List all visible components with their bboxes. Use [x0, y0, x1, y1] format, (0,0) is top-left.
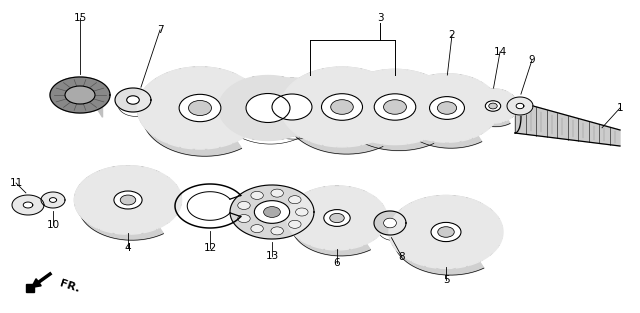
- Ellipse shape: [264, 207, 280, 218]
- Polygon shape: [468, 89, 510, 127]
- Polygon shape: [468, 89, 518, 123]
- Text: 9: 9: [529, 55, 535, 65]
- Ellipse shape: [114, 191, 142, 209]
- Ellipse shape: [383, 100, 406, 114]
- Ellipse shape: [374, 94, 416, 120]
- Ellipse shape: [330, 213, 344, 223]
- Polygon shape: [280, 67, 383, 154]
- Text: 13: 13: [266, 251, 278, 261]
- Text: 1: 1: [617, 103, 623, 113]
- Text: 3: 3: [377, 13, 383, 23]
- Text: 15: 15: [74, 13, 86, 23]
- Polygon shape: [138, 67, 242, 156]
- Polygon shape: [50, 77, 110, 113]
- Polygon shape: [336, 69, 454, 145]
- Polygon shape: [138, 67, 262, 149]
- Ellipse shape: [438, 227, 454, 237]
- Polygon shape: [12, 195, 44, 215]
- Polygon shape: [114, 191, 142, 209]
- Polygon shape: [516, 103, 524, 109]
- Ellipse shape: [289, 220, 301, 228]
- Ellipse shape: [321, 94, 362, 120]
- Polygon shape: [336, 69, 434, 151]
- Polygon shape: [389, 196, 503, 269]
- Polygon shape: [374, 211, 406, 235]
- Ellipse shape: [251, 191, 263, 199]
- Ellipse shape: [271, 227, 284, 235]
- Polygon shape: [485, 101, 500, 111]
- Polygon shape: [179, 94, 221, 122]
- Polygon shape: [515, 101, 620, 146]
- Text: 10: 10: [47, 220, 60, 230]
- Text: 8: 8: [399, 252, 405, 262]
- Ellipse shape: [489, 103, 497, 109]
- Ellipse shape: [179, 94, 221, 122]
- Ellipse shape: [383, 218, 396, 228]
- Polygon shape: [287, 186, 371, 256]
- Polygon shape: [246, 94, 290, 122]
- Ellipse shape: [254, 201, 290, 223]
- Polygon shape: [74, 166, 163, 240]
- Polygon shape: [429, 97, 465, 119]
- Polygon shape: [230, 185, 314, 239]
- Polygon shape: [507, 97, 533, 115]
- Polygon shape: [49, 198, 56, 203]
- Ellipse shape: [127, 96, 140, 104]
- Polygon shape: [374, 94, 416, 120]
- Ellipse shape: [251, 225, 263, 233]
- Polygon shape: [41, 192, 65, 208]
- Ellipse shape: [289, 196, 301, 204]
- Text: 7: 7: [157, 25, 163, 35]
- Polygon shape: [287, 186, 387, 250]
- Polygon shape: [272, 94, 312, 120]
- Ellipse shape: [237, 202, 250, 209]
- Polygon shape: [247, 78, 337, 136]
- Text: 2: 2: [449, 30, 455, 40]
- Polygon shape: [395, 74, 482, 148]
- Text: 14: 14: [493, 47, 507, 57]
- Ellipse shape: [331, 100, 353, 114]
- Ellipse shape: [437, 102, 456, 114]
- Polygon shape: [431, 223, 461, 242]
- Ellipse shape: [65, 86, 95, 104]
- Ellipse shape: [296, 208, 308, 216]
- Polygon shape: [280, 67, 404, 147]
- Text: 11: 11: [10, 178, 22, 188]
- Polygon shape: [98, 80, 102, 117]
- Ellipse shape: [237, 214, 250, 223]
- Polygon shape: [321, 94, 362, 120]
- Text: 12: 12: [204, 243, 216, 253]
- Ellipse shape: [429, 97, 465, 119]
- Polygon shape: [389, 196, 484, 275]
- Polygon shape: [115, 88, 151, 112]
- Ellipse shape: [189, 100, 211, 115]
- Polygon shape: [324, 210, 350, 226]
- Ellipse shape: [485, 101, 500, 111]
- Ellipse shape: [431, 223, 461, 242]
- Ellipse shape: [120, 195, 136, 205]
- Polygon shape: [26, 284, 34, 292]
- Polygon shape: [395, 74, 499, 142]
- Polygon shape: [219, 75, 317, 141]
- Text: 6: 6: [333, 258, 340, 268]
- Text: 5: 5: [443, 275, 449, 285]
- Text: 4: 4: [125, 243, 131, 253]
- Ellipse shape: [271, 189, 284, 197]
- Polygon shape: [23, 202, 33, 208]
- Ellipse shape: [324, 210, 350, 226]
- Text: FR.: FR.: [58, 278, 81, 294]
- Polygon shape: [74, 166, 182, 234]
